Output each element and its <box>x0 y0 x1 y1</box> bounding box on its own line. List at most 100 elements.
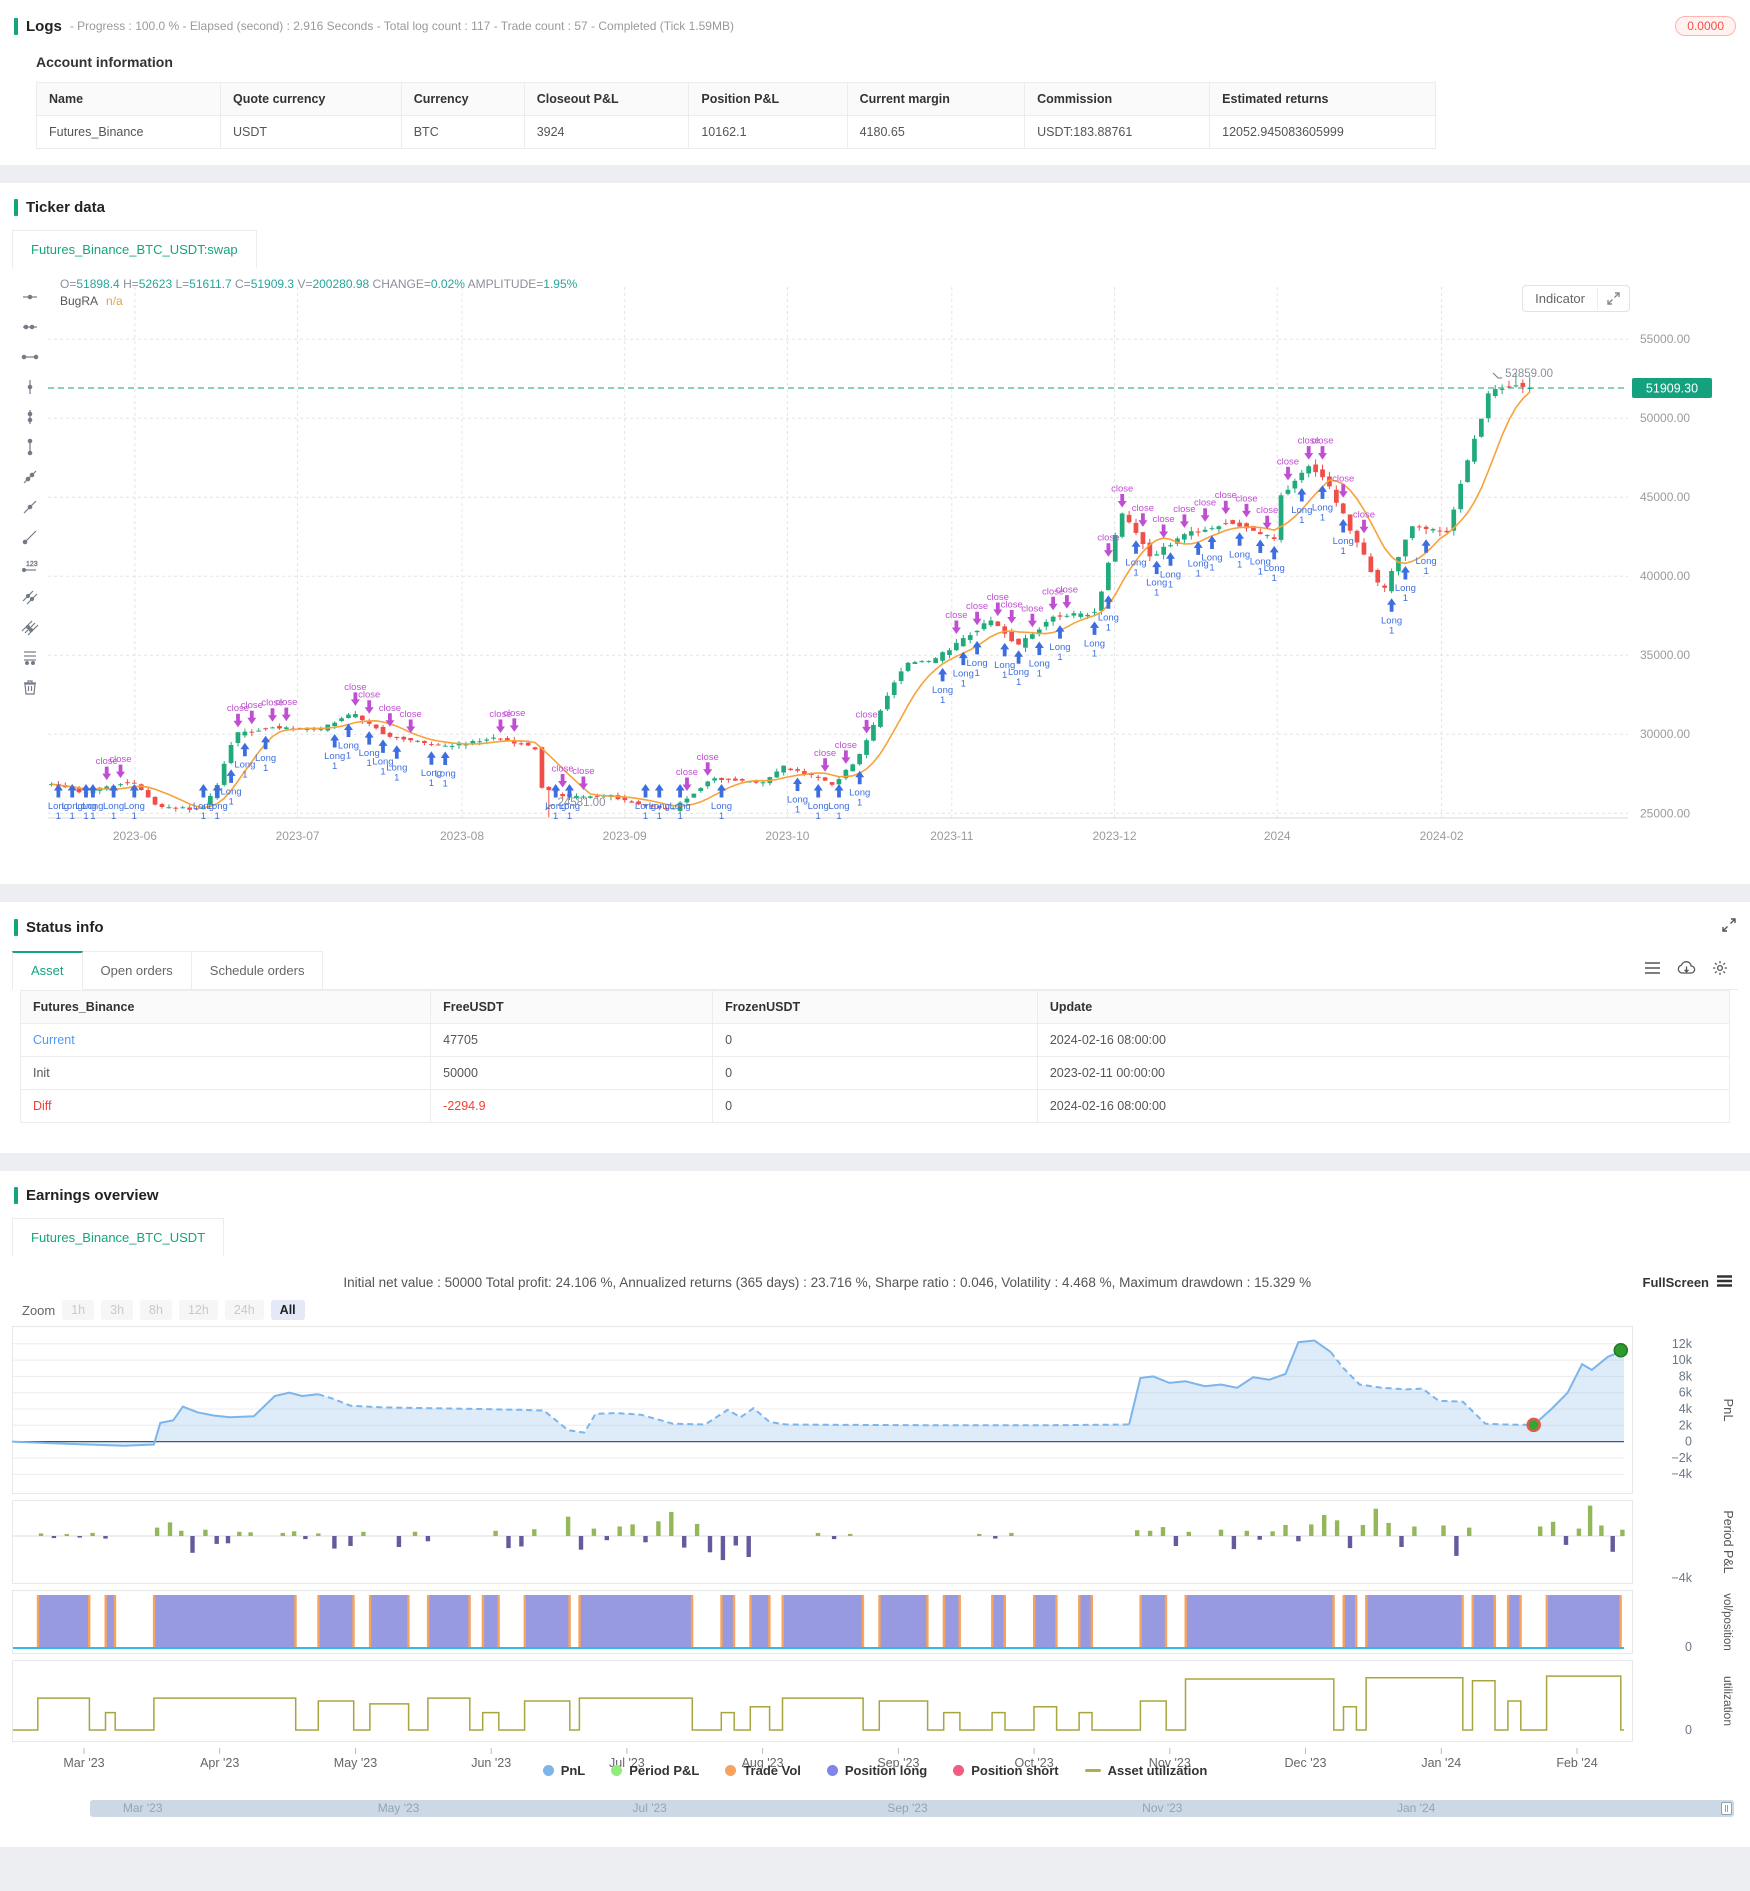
legend-item-position-long[interactable]: Position long <box>826 1763 927 1778</box>
account-cell: USDT <box>220 115 402 149</box>
chart-range-scrollbar[interactable]: Mar '23 May '23 Jul '23 Sep '23 Nov '23 Jan '… <box>90 1800 1734 1817</box>
svg-text:close: close <box>1353 509 1375 520</box>
svg-text:close: close <box>1173 504 1195 515</box>
trend-ray-tool-icon[interactable] <box>20 467 40 487</box>
vol-position-chart[interactable]: 0 vol/position <box>12 1590 1738 1654</box>
asset-col-header: Update <box>1036 990 1731 1024</box>
horizontal-ray-tool-icon[interactable] <box>20 287 40 307</box>
fullscreen-button[interactable]: FullScreen <box>1643 1275 1738 1290</box>
tab-futures-binance-btc-usdt-swap[interactable]: Futures_Binance_BTC_USDT:swap <box>12 230 257 269</box>
svg-text:1: 1 <box>1016 677 1021 688</box>
scrollbar-handle[interactable] <box>1721 1802 1732 1815</box>
ohlc-field: H=52623 <box>123 277 173 291</box>
period-pnl-chart[interactable]: −4k Period P&L <box>12 1500 1738 1584</box>
svg-text:45000.00: 45000.00 <box>1640 490 1690 504</box>
delete-drawings-icon[interactable] <box>20 677 40 697</box>
pitchfork-tool-icon[interactable] <box>20 617 40 637</box>
zoom-option-all[interactable]: All <box>270 1300 305 1320</box>
tab-open-orders[interactable]: Open orders <box>82 951 192 990</box>
account-cell: BTC <box>400 115 525 149</box>
zoom-option-3h[interactable]: 3h <box>101 1300 134 1320</box>
svg-text:2023-06: 2023-06 <box>113 829 157 843</box>
legend-item-period-p-l[interactable]: Period P&L <box>611 1763 699 1778</box>
horizontal-line-tool-icon[interactable] <box>20 347 40 367</box>
parallel-channel-tool-icon[interactable] <box>20 587 40 607</box>
expand-icon[interactable] <box>1597 287 1629 310</box>
asset-row-label[interactable]: Current <box>19 1023 432 1057</box>
account-cell: 4180.65 <box>846 115 1026 149</box>
svg-text:Long: Long <box>1312 502 1333 513</box>
svg-text:1: 1 <box>795 805 800 816</box>
status-info-section: Status info Asset Open orders Schedule o… <box>0 902 1750 1153</box>
svg-text:close: close <box>400 709 422 720</box>
svg-text:1: 1 <box>1389 625 1394 636</box>
svg-text:1: 1 <box>1037 669 1042 680</box>
zoom-option-24h[interactable]: 24h <box>224 1300 264 1320</box>
svg-text:1: 1 <box>56 811 61 822</box>
horizontal-levels-tool-icon[interactable] <box>20 647 40 667</box>
tab-futures-binance-btc-usdt[interactable]: Futures_Binance_BTC_USDT <box>12 1218 225 1257</box>
svg-text:close: close <box>987 592 1009 603</box>
legend-item-asset-utilization[interactable]: Asset utilization <box>1084 1763 1207 1778</box>
svg-text:close: close <box>552 764 574 775</box>
asset-free-value: -2294.9 <box>430 1089 714 1123</box>
account-col-header: Position P&L <box>688 82 848 116</box>
svg-text:Mar '23: Mar '23 <box>63 1756 104 1770</box>
svg-text:Long: Long <box>1146 578 1167 589</box>
svg-text:close: close <box>1311 436 1333 447</box>
svg-text:utilization: utilization <box>1721 1676 1735 1726</box>
trend-segment-tool-icon[interactable] <box>20 497 40 517</box>
svg-text:Oct '23: Oct '23 <box>1014 1756 1053 1770</box>
svg-text:Long: Long <box>1049 642 1070 653</box>
scrollbar-range-label: Sep '23 <box>887 1801 928 1815</box>
scrollbar-range-label: Jul '23 <box>632 1801 667 1815</box>
pnl-chart[interactable]: 12k 10k 8k 6k 4k 2k 0 −2k −4k PnL <box>12 1326 1738 1494</box>
svg-text:May '23: May '23 <box>334 1756 377 1770</box>
price-measure-tool-icon[interactable]: 123 <box>20 557 40 577</box>
ohlc-readout: O=51898.4 H=52623 L=51611.7 C=51909.3 V=… <box>60 277 577 308</box>
zoom-range-controls: Zoom 1h 3h 8h 12h 24h All <box>22 1300 1738 1320</box>
zoom-option-1h[interactable]: 1h <box>62 1300 95 1320</box>
account-information-title: Account information <box>36 54 173 70</box>
svg-text:1: 1 <box>1258 567 1263 578</box>
vertical-segment-tool-icon[interactable] <box>20 407 40 427</box>
svg-text:PnL: PnL <box>1721 1398 1736 1421</box>
legend-item-position-short[interactable]: Position short <box>953 1763 1059 1778</box>
svg-text:Feb '24: Feb '24 <box>1556 1756 1597 1770</box>
indicator-series-name: BugRA <box>60 294 99 308</box>
cloud-download-icon[interactable] <box>1677 960 1696 980</box>
svg-text:1: 1 <box>215 811 220 822</box>
svg-text:Long: Long <box>932 685 953 696</box>
settings-gear-icon[interactable] <box>1712 960 1728 981</box>
svg-text:1: 1 <box>657 811 662 822</box>
error-count-badge[interactable]: 0.0000 <box>1675 16 1736 36</box>
svg-text:0: 0 <box>1685 1435 1692 1449</box>
tab-schedule-orders[interactable]: Schedule orders <box>191 951 324 990</box>
svg-text:close: close <box>1042 586 1064 597</box>
menu-icon[interactable] <box>1717 1275 1732 1290</box>
trend-line-tool-icon[interactable] <box>20 527 40 547</box>
tab-asset[interactable]: Asset <box>12 951 83 990</box>
zoom-option-12h[interactable]: 12h <box>178 1300 218 1320</box>
utilization-chart[interactable]: 0 utilization <box>12 1660 1738 1742</box>
svg-text:1: 1 <box>70 811 75 822</box>
expand-icon[interactable] <box>1722 918 1736 937</box>
svg-text:Long: Long <box>670 801 691 812</box>
svg-text:Long: Long <box>1029 659 1050 670</box>
vertical-line-tool-icon[interactable] <box>20 437 40 457</box>
indicator-button[interactable]: Indicator <box>1522 285 1630 312</box>
vertical-ray-tool-icon[interactable] <box>20 377 40 397</box>
svg-text:2023-08: 2023-08 <box>440 829 484 843</box>
svg-text:−2k: −2k <box>1671 1451 1692 1465</box>
candlestick-chart[interactable]: 2023-06 2023-07 2023-08 2023-09 2023-10 2023-… <box>48 273 1738 868</box>
list-icon[interactable] <box>1644 961 1661 980</box>
horizontal-segment-tool-icon[interactable] <box>20 317 40 337</box>
candlestick-chart-area: O=51898.4 H=52623 L=51611.7 C=51909.3 V=… <box>12 273 1738 868</box>
legend-item-trade-vol[interactable]: Trade Vol <box>725 1763 801 1778</box>
zoom-option-8h[interactable]: 8h <box>140 1300 172 1320</box>
ohlc-field: CHANGE=0.02% <box>372 277 465 291</box>
svg-text:Long: Long <box>255 753 276 764</box>
svg-text:51909.30: 51909.30 <box>1646 382 1698 396</box>
svg-text:close: close <box>358 690 380 701</box>
legend-item-pnl[interactable]: PnL <box>542 1763 585 1778</box>
